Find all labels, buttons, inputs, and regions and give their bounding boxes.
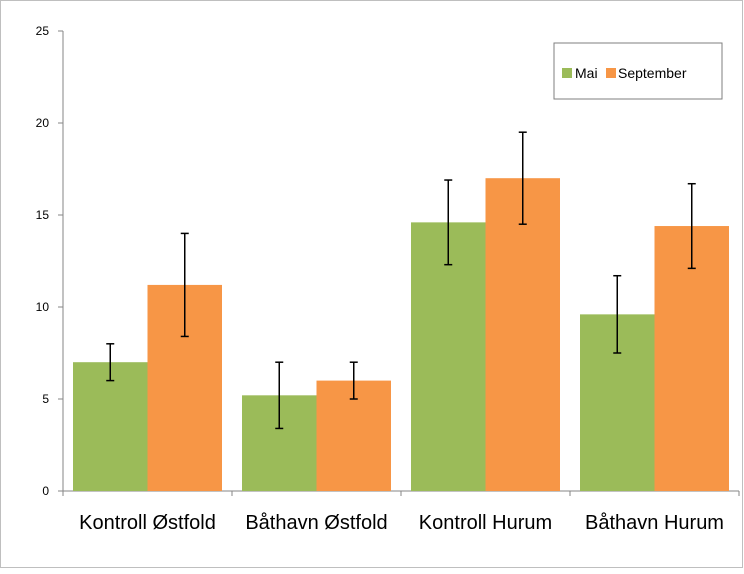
bar-mai — [411, 222, 486, 492]
bar-september — [654, 226, 729, 492]
axis-labels: 0 5 10 15 20 25 Kontroll Østfold Båthavn Østfol… — [36, 24, 724, 534]
y-tick-label: 10 — [36, 300, 50, 314]
legend: Mai September — [553, 42, 723, 100]
legend-label-mai: Mai — [575, 65, 598, 81]
y-tick-label: 0 — [42, 484, 49, 498]
bar-september — [485, 178, 560, 491]
legend-swatch-september — [606, 68, 616, 78]
y-tick-label: 20 — [36, 116, 50, 130]
x-category-label: Kontroll Hurum — [419, 512, 552, 534]
y-tick-label: 25 — [36, 24, 50, 38]
y-tick-label: 15 — [36, 208, 50, 222]
bar-mai — [73, 362, 148, 491]
y-tick-label: 5 — [42, 392, 49, 406]
bars — [73, 178, 729, 492]
x-category-label: Kontroll Østfold — [79, 512, 216, 534]
legend-box — [553, 42, 723, 100]
error-bars — [106, 131, 696, 430]
legend-label-september: September — [618, 65, 687, 81]
x-category-label: Båthavn Hurum — [585, 512, 724, 534]
legend-swatch-mai — [562, 68, 572, 78]
x-category-label: Båthavn Østfold — [245, 512, 387, 534]
